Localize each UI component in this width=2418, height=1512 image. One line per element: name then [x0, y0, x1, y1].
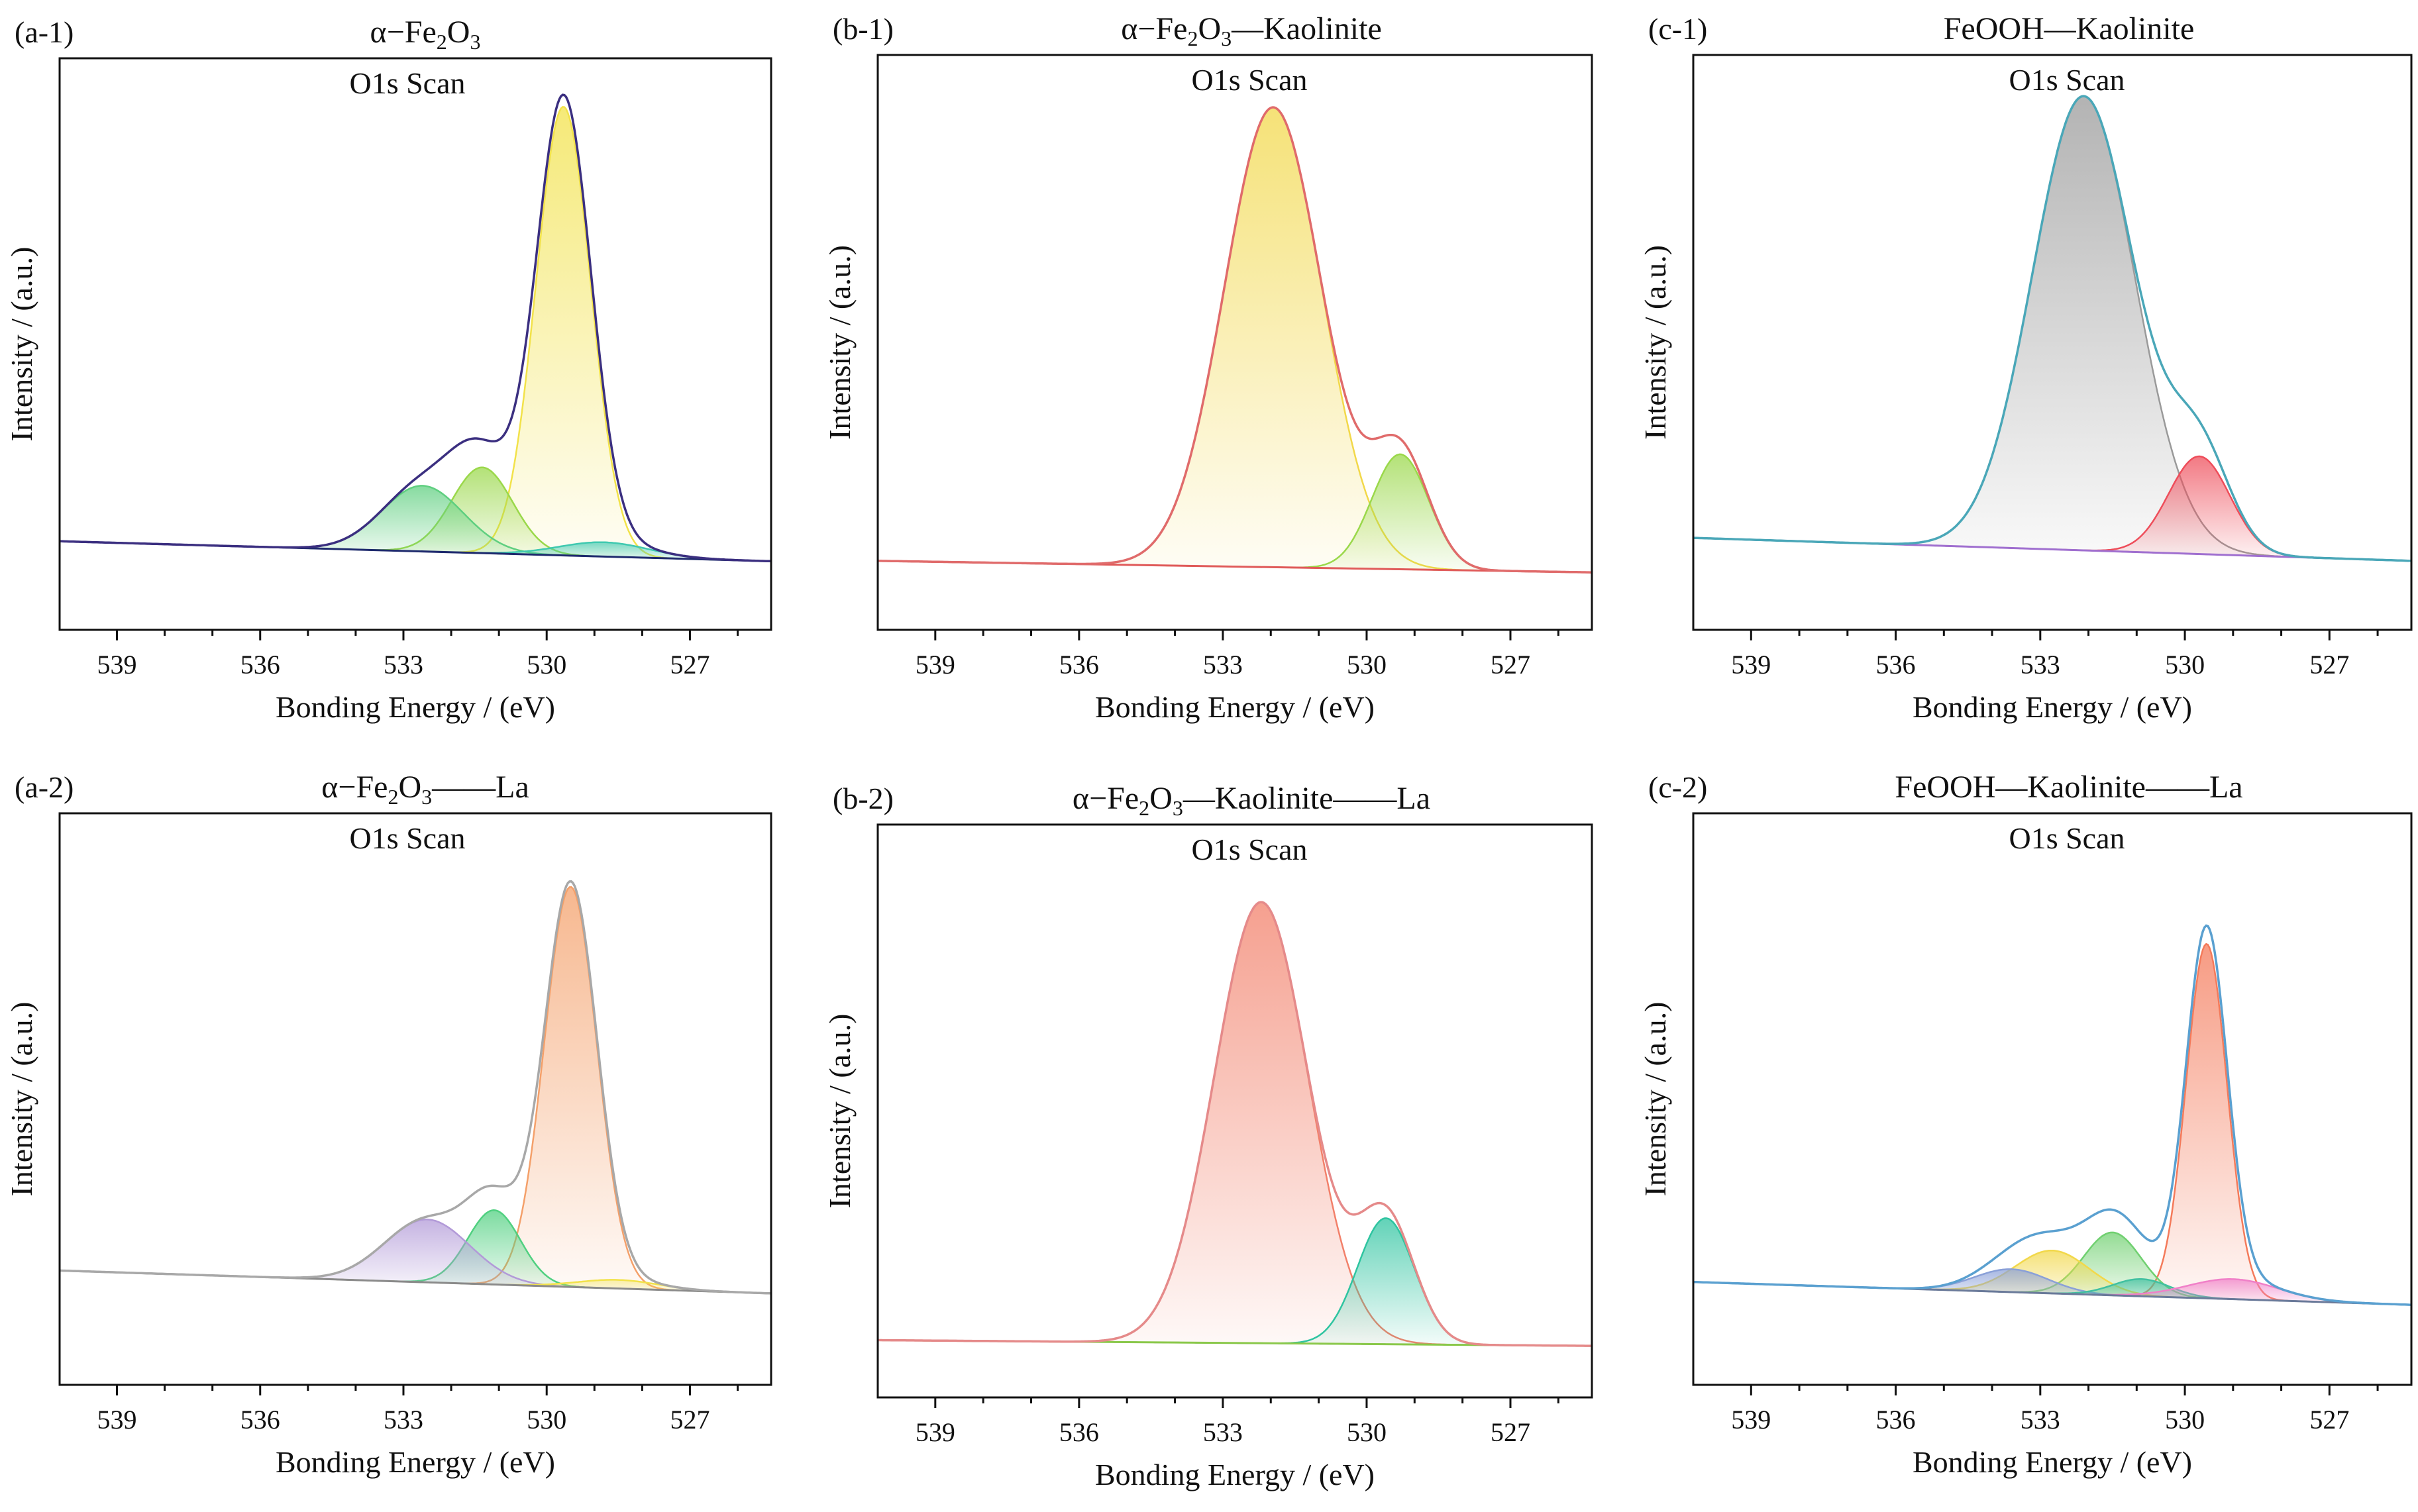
- x-axis-title: Bonding Energy / (eV): [1913, 690, 2192, 724]
- x-tick-label: 536: [240, 650, 280, 680]
- x-tick-label: 527: [1491, 650, 1530, 680]
- panel-label: (a-1): [15, 15, 74, 49]
- chart-panel-3: 539 536 533 530 527 Bonding Energy / (eV) Inte…: [1638, 11, 2413, 724]
- scan-label: O1s Scan: [349, 821, 465, 855]
- chart-title: α−Fe2O3——La: [321, 770, 529, 809]
- y-axis-title: Intensity / (a.u.): [823, 245, 857, 440]
- x-tick-label: 536: [1059, 1417, 1099, 1447]
- chart-title: FeOOH—Kaolinite: [1944, 11, 2195, 46]
- x-axis: 539 536 533 530 527: [916, 1397, 1559, 1447]
- chart-panel-5: 539 536 533 530 527 Bonding Energy / (eV) Inte…: [823, 781, 1593, 1491]
- x-tick-label: 530: [2165, 650, 2205, 680]
- envelope-line: [60, 93, 771, 563]
- x-tick-label: 533: [1203, 1417, 1243, 1447]
- chart-panel-1: 539 536 533 530 527 Bonding Energy / (eV) Inte…: [5, 15, 772, 724]
- x-tick-label: 539: [916, 1417, 955, 1447]
- x-axis: 539 536 533 530 527: [1731, 1385, 2379, 1435]
- chart-title: α−Fe2O3—Kaolinite——La: [1073, 781, 1430, 820]
- x-tick-label: 527: [1491, 1417, 1530, 1447]
- x-tick-label: 539: [97, 650, 136, 680]
- x-axis: 539 536 533 530 527: [97, 630, 739, 680]
- x-tick-label: 533: [1203, 650, 1243, 680]
- x-tick-label: 539: [1731, 1405, 1771, 1435]
- scan-label: O1s Scan: [2009, 63, 2125, 97]
- x-tick-label: 533: [2021, 650, 2060, 680]
- scan-label: O1s Scan: [1191, 63, 1307, 97]
- envelope-line: [60, 880, 771, 1295]
- plot-frame: [58, 812, 772, 1386]
- panel-label: (c-1): [1648, 12, 1707, 46]
- x-tick-label: 533: [2021, 1405, 2060, 1435]
- envelope-line: [878, 901, 1592, 1347]
- panel-label: (b-1): [833, 12, 894, 46]
- chart-panel-2: 539 536 533 530 527 Bonding Energy / (eV) Inte…: [823, 11, 1593, 724]
- x-axis-title: Bonding Energy / (eV): [1095, 690, 1375, 724]
- fitted-peak-3: [60, 485, 771, 562]
- plot-frame: [876, 823, 1593, 1399]
- panel-label: (a-2): [15, 770, 74, 804]
- x-tick-label: 527: [2309, 650, 2349, 680]
- panel-label: (b-2): [833, 781, 894, 815]
- x-axis-title: Bonding Energy / (eV): [1095, 1458, 1375, 1491]
- fitted-peak-1: [878, 106, 1592, 574]
- envelope-line: [878, 106, 1592, 574]
- x-tick-label: 527: [2309, 1405, 2349, 1435]
- chart-panel-4: 539 536 533 530 527 Bonding Energy / (eV) Inte…: [5, 770, 772, 1479]
- plot-frame: [1692, 812, 2413, 1386]
- x-axis: 539 536 533 530 527: [1731, 630, 2379, 680]
- scan-label: O1s Scan: [1191, 832, 1307, 866]
- plot-area: [60, 880, 771, 1295]
- y-axis-title: Intensity / (a.u.): [5, 1002, 38, 1197]
- x-tick-label: 536: [1876, 1405, 1916, 1435]
- x-axis-title: Bonding Energy / (eV): [276, 690, 555, 724]
- x-tick-label: 533: [384, 1405, 423, 1435]
- x-tick-label: 530: [527, 650, 566, 680]
- plot-area: [60, 93, 771, 563]
- panels: 539 536 533 530 527 Bonding Energy / (eV) Inte…: [5, 11, 2413, 1491]
- x-axis: 539 536 533 530 527: [97, 1385, 739, 1435]
- chart-panel-6: 539 536 533 530 527 Bonding Energy / (eV) Inte…: [1638, 770, 2413, 1479]
- envelope-line: [1693, 924, 2411, 1306]
- x-axis-title: Bonding Energy / (eV): [1913, 1445, 2192, 1479]
- chart-title: FeOOH—Kaolinite——La: [1895, 770, 2242, 805]
- x-tick-label: 530: [1347, 1417, 1387, 1447]
- x-tick-label: 530: [527, 1405, 566, 1435]
- x-axis: 539 536 533 530 527: [916, 630, 1559, 680]
- plot-frame: [876, 54, 1593, 631]
- panel-label: (c-2): [1648, 770, 1707, 804]
- plot-area: [1693, 924, 2411, 1306]
- y-axis-title: Intensity / (a.u.): [5, 247, 38, 442]
- x-tick-label: 539: [1731, 650, 1771, 680]
- x-tick-label: 539: [97, 1405, 136, 1435]
- chart-title: α−Fe2O3—Kaolinite: [1121, 11, 1382, 50]
- plot-area: [878, 106, 1592, 574]
- x-axis-title: Bonding Energy / (eV): [276, 1445, 555, 1479]
- plot-area: [1693, 95, 2411, 562]
- x-tick-label: 530: [1347, 650, 1387, 680]
- scan-label: O1s Scan: [349, 66, 465, 100]
- x-tick-label: 530: [2165, 1405, 2205, 1435]
- y-axis-title: Intensity / (a.u.): [823, 1014, 857, 1209]
- plot-frame: [58, 57, 772, 631]
- x-tick-label: 533: [384, 650, 423, 680]
- chart-title: α−Fe2O3: [370, 15, 481, 54]
- x-tick-label: 527: [670, 1405, 710, 1435]
- x-tick-label: 527: [670, 650, 710, 680]
- plot-area: [878, 901, 1592, 1347]
- x-tick-label: 536: [240, 1405, 280, 1435]
- envelope-line: [1693, 95, 2411, 562]
- x-tick-label: 536: [1876, 650, 1916, 680]
- plot-frame: [1692, 54, 2413, 631]
- y-axis-title: Intensity / (a.u.): [1638, 245, 1672, 440]
- fitted-peak-1: [1693, 95, 2411, 562]
- y-axis-title: Intensity / (a.u.): [1638, 1002, 1672, 1197]
- scan-label: O1s Scan: [2009, 821, 2125, 855]
- x-tick-label: 536: [1059, 650, 1099, 680]
- x-tick-label: 539: [916, 650, 955, 680]
